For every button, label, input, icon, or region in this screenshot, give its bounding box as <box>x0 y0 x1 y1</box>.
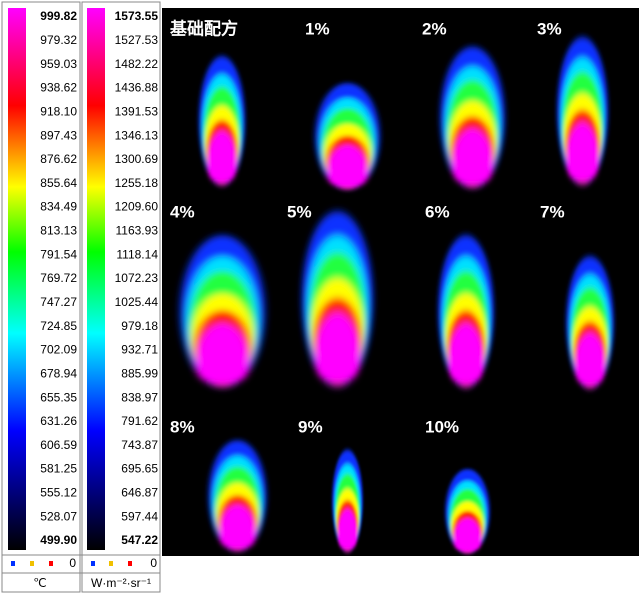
unit-label: W·m⁻²·sr⁻¹ <box>91 576 151 590</box>
scale-label: 1072.23 <box>115 271 159 285</box>
panel-label: 4% <box>170 202 195 221</box>
scale-label: 597.44 <box>121 509 158 523</box>
flame <box>445 469 489 554</box>
scale-label: 855.64 <box>40 176 77 190</box>
flame <box>557 37 608 185</box>
scale-label: 702.09 <box>40 343 77 357</box>
scale-label: 1482.22 <box>115 57 159 71</box>
count-label: 0 <box>69 556 76 570</box>
scale-label: 743.87 <box>121 438 158 452</box>
scale-label: 1255.18 <box>115 176 159 190</box>
scale-label: 1300.69 <box>115 152 159 166</box>
legend-swatch <box>128 561 132 566</box>
legend-swatch <box>109 561 113 566</box>
scale-label: 885.99 <box>121 366 158 380</box>
count-label: 0 <box>150 556 157 570</box>
scale-label: 897.43 <box>40 128 77 142</box>
color-strip <box>87 8 105 550</box>
scale-label: 1573.55 <box>115 9 159 23</box>
legend-swatch <box>30 561 34 566</box>
flame <box>209 440 267 552</box>
legend-swatch <box>91 561 95 566</box>
scale-label: 813.13 <box>40 224 77 238</box>
scale-label: 1391.53 <box>115 104 159 118</box>
flame <box>199 56 245 186</box>
flame <box>566 256 614 389</box>
scale-label: 791.62 <box>121 414 158 428</box>
scale-label: 838.97 <box>121 390 158 404</box>
scale-label: 979.18 <box>121 319 158 333</box>
scale-label: 1163.93 <box>116 224 159 238</box>
scale-label: 528.07 <box>40 509 77 523</box>
panel-label: 5% <box>287 202 312 221</box>
panel-label: 2% <box>422 19 447 38</box>
flame <box>302 211 373 387</box>
scale-label: 918.10 <box>40 104 77 118</box>
scale-label: 499.90 <box>40 533 77 547</box>
color-strip <box>8 8 26 550</box>
scale-label: 1025.44 <box>115 295 159 309</box>
unit-label: ℃ <box>33 576 46 590</box>
legend-swatch <box>11 561 15 566</box>
scale-label: 1346.13 <box>115 128 159 142</box>
scale-label: 999.82 <box>40 9 77 23</box>
scale-label: 932.71 <box>121 343 158 357</box>
panel-label: 3% <box>537 19 562 38</box>
scale-label: 876.62 <box>40 152 77 166</box>
scale-label: 678.94 <box>40 366 77 380</box>
scale-label: 959.03 <box>40 57 77 71</box>
panel-label: 1% <box>305 19 330 38</box>
scale-label: 581.25 <box>40 462 77 476</box>
scale-label: 1436.88 <box>115 81 159 95</box>
panel-label: 9% <box>298 417 323 436</box>
flame <box>332 450 363 552</box>
legend-swatch <box>49 561 53 566</box>
scale-label: 555.12 <box>40 486 77 500</box>
scale-label: 547.22 <box>121 533 158 547</box>
flame <box>180 235 265 388</box>
scale-label: 1209.60 <box>115 200 159 214</box>
scale-label: 606.59 <box>40 438 77 452</box>
panel-label: 8% <box>170 417 195 436</box>
flame <box>440 47 505 189</box>
scale-label: 646.87 <box>121 486 158 500</box>
scale-label: 979.32 <box>40 33 77 47</box>
panel-label: 基础配方 <box>169 18 238 38</box>
scale-label: 747.27 <box>40 295 77 309</box>
scale-label: 724.85 <box>40 319 77 333</box>
scale-label: 1118.14 <box>116 247 158 261</box>
flame <box>438 235 494 388</box>
panel-label: 10% <box>425 417 459 436</box>
scale-label: 938.62 <box>40 81 77 95</box>
scale-label: 1527.53 <box>115 33 159 47</box>
scale-label: 631.26 <box>40 414 77 428</box>
figure: 0 0 ℃ W·m⁻²·sr⁻¹ 999.82 979.32 959.03 938.6… <box>0 0 639 594</box>
scale-label: 769.72 <box>40 271 77 285</box>
scale-label: 695.65 <box>121 462 158 476</box>
scale-label: 791.54 <box>40 247 77 261</box>
scale-label: 655.35 <box>40 390 77 404</box>
panel-label: 7% <box>540 202 565 221</box>
scale-label: 834.49 <box>40 200 77 214</box>
flame <box>315 83 380 190</box>
panel-label: 6% <box>425 202 450 221</box>
